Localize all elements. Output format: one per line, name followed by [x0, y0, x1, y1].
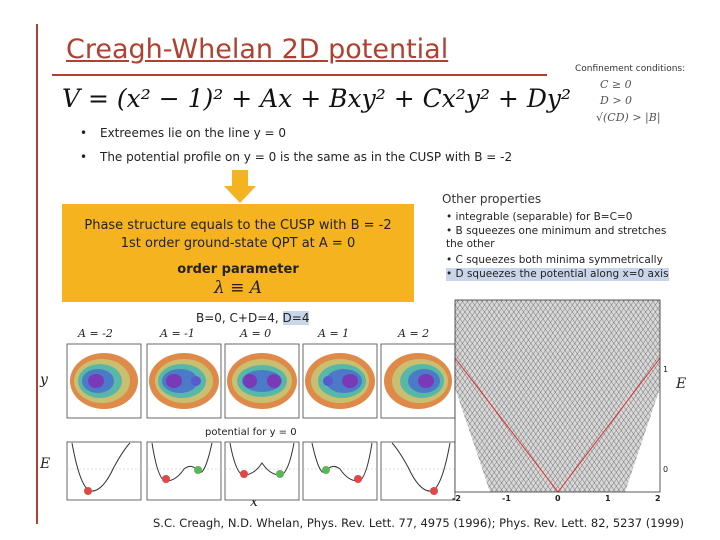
property-1-text: integrable (separable) for B=C=0: [455, 211, 633, 223]
spectrum-x-tick-2: -1: [502, 494, 511, 503]
qpt-text: 1st order ground-state QPT at A = 0: [120, 236, 356, 251]
energy-axis-label: E: [40, 456, 51, 472]
property-2-text: B squeezes one minimum and stretches the…: [446, 225, 667, 250]
profile-plot-3: [224, 441, 300, 501]
x-axis-label: x: [250, 494, 258, 510]
property-1: • integrable (separable) for B=C=0: [446, 211, 633, 223]
bullet-1: • Extreemes lie on the line y = 0: [80, 126, 286, 140]
phase-structure-text: Phase structure equals to the CUSP with …: [84, 218, 392, 233]
spectrum-x-tick-5: 2: [655, 494, 661, 503]
a-label-2: A = -1: [160, 327, 195, 340]
confinement-label: Confinement conditions:: [575, 64, 686, 74]
confinement-condition-1: C ≥ 0: [600, 78, 632, 91]
spectrum-x-tick-1: -2: [452, 494, 461, 503]
contour-plot-1: [66, 343, 142, 419]
profile-plot-5: [380, 441, 456, 501]
slide-title: Creagh-Whelan 2D potential: [66, 34, 449, 65]
spectrum-x-tick-3: 0: [555, 494, 561, 503]
title-rule: [52, 74, 547, 76]
profile-plot-1: [66, 441, 142, 501]
spectrum-energy-label: E: [676, 376, 687, 392]
property-3-text: C squeezes both minima symmetrically: [455, 254, 663, 266]
bullet-1-text: Extreemes lie on the line y = 0: [100, 126, 286, 140]
potential-profile-label: potential for y = 0: [205, 427, 297, 438]
confinement-condition-2: D > 0: [600, 94, 633, 107]
contour-plot-4: [302, 343, 378, 419]
property-4: • D squeezes the potential along x=0 axi…: [446, 268, 669, 281]
spectrum-y-tick-0: 0: [663, 465, 668, 474]
a-label-4: A = 1: [318, 327, 350, 340]
contour-plot-3: [224, 343, 300, 419]
order-parameter-equation: λ ≡ A: [213, 278, 263, 298]
bullet-2: • The potential profile on y = 0 is the s…: [80, 150, 513, 164]
contour-plot-2: [146, 343, 222, 419]
energy-spectrum-plot: 1 0 -2 -1 0 1 2: [452, 299, 668, 503]
contour-plot-5: [380, 343, 456, 419]
profile-plot-2: [146, 441, 222, 501]
parameter-prefix: B=0, C+D=4,: [196, 311, 283, 325]
bullet-2-text: The potential profile on y = 0 is the sa…: [100, 150, 513, 164]
down-arrow-icon: [224, 170, 256, 203]
parameter-values: B=0, C+D=4, D=4: [196, 311, 310, 325]
phase-structure-box: Phase structure equals to the CUSP with …: [62, 204, 414, 302]
a-label-3: A = 0: [240, 327, 272, 340]
left-rule: [36, 24, 38, 524]
order-parameter-label: order parameter: [177, 262, 299, 277]
property-3: • C squeezes both minima symmetrically: [446, 254, 663, 266]
profile-plot-4: [302, 441, 378, 501]
property-4-text: D squeezes the potential along x=0 axis: [455, 268, 669, 280]
y-axis-label: y: [40, 372, 48, 388]
confinement-condition-3: √(CD) > |B|: [596, 111, 661, 124]
property-2: • B squeezes one minimum and stretches t…: [446, 225, 667, 250]
parameter-highlight: D=4: [282, 311, 310, 325]
a-label-1: A = -2: [78, 327, 113, 340]
citation: S.C. Creagh, N.D. Whelan, Phys. Rev. Let…: [153, 516, 684, 530]
potential-equation: V = (x² − 1)² + Ax + Bxy² + Cx²y² + Dy²: [62, 84, 572, 113]
spectrum-y-tick-1: 1: [663, 365, 668, 374]
other-properties-title: Other properties: [442, 192, 542, 206]
a-label-5: A = 2: [398, 327, 430, 340]
spectrum-x-tick-4: 1: [605, 494, 611, 503]
